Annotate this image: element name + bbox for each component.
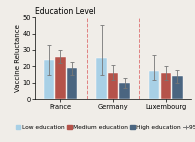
Bar	[55, 57, 66, 99]
Bar	[44, 60, 54, 99]
Bar	[67, 68, 77, 99]
Y-axis label: Vaccine Reluctance: Vaccine Reluctance	[15, 24, 21, 92]
Bar	[120, 83, 130, 99]
Bar	[108, 73, 118, 99]
Text: Education Level: Education Level	[35, 7, 96, 16]
Bar	[161, 73, 171, 99]
Bar	[172, 76, 183, 99]
Bar	[96, 58, 107, 99]
Bar	[149, 71, 160, 99]
Legend: Low education, Medium education, High education, 95% CI: Low education, Medium education, High ed…	[16, 125, 195, 130]
